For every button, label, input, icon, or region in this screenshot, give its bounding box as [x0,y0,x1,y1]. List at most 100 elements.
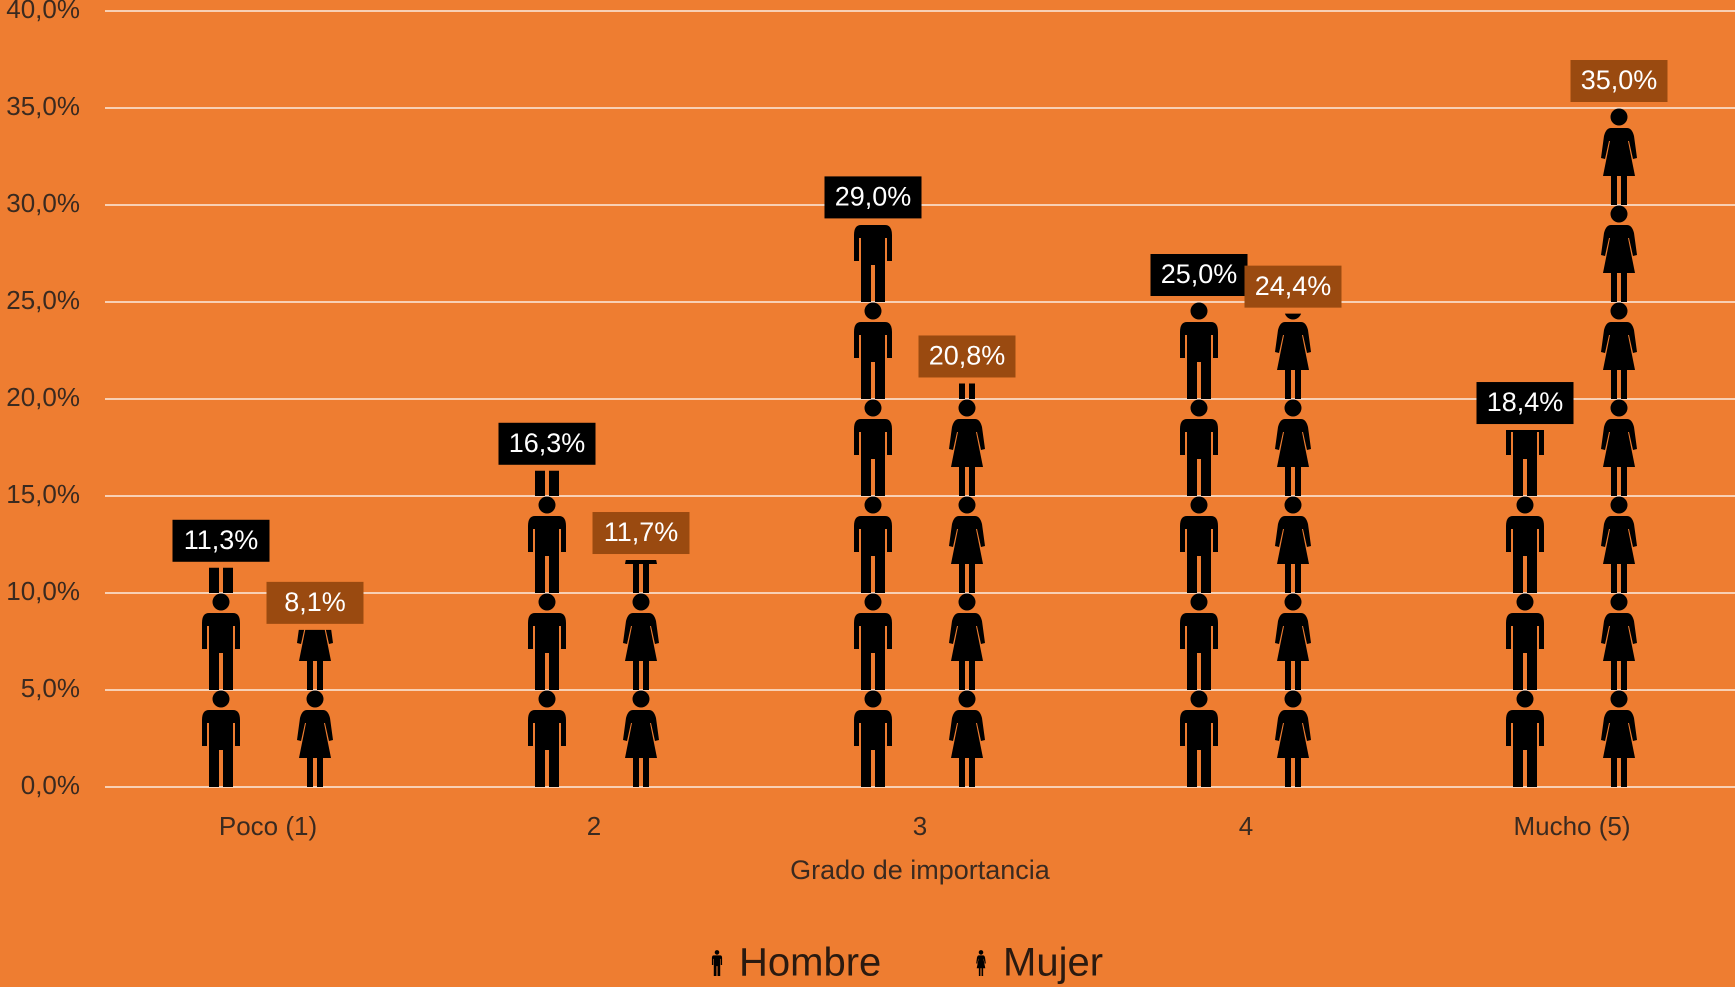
icon [528,496,566,593]
icon-head [714,950,720,955]
icon [1601,399,1637,496]
y-tick-label: 30,0% [6,188,80,218]
icon-body [854,516,892,593]
icon [297,690,333,787]
y-tick-label: 25,0% [6,285,80,315]
icon-body [1180,419,1218,496]
icon-body [1601,128,1637,205]
icon-body [1275,419,1311,496]
icon-body [1275,322,1311,399]
value-label-box [918,335,1016,378]
icon-body [209,567,233,593]
icon [1601,205,1637,302]
x-tick-label: Poco (1) [219,811,317,841]
icon [202,690,240,787]
icon-body [1275,710,1311,787]
value-label-box [592,512,690,555]
icon-head [958,399,976,417]
icon [1601,690,1637,787]
icon-head [538,496,556,514]
icon [949,399,985,496]
icon [949,690,985,787]
icon-body [1180,613,1218,690]
icon [1180,302,1218,399]
icon-head [864,496,882,514]
value-label-box [172,519,270,562]
icon-head [1284,399,1302,417]
icon-head [1610,108,1628,126]
icon-body [854,419,892,496]
icon-head [1610,205,1628,223]
icon-body [949,516,985,593]
bar [1506,430,1544,787]
x-tick-label: 3 [913,811,927,841]
icon-head [978,950,984,955]
bar [1601,108,1637,787]
icon [1275,593,1311,690]
icon-body [949,613,985,690]
icon-body [535,470,559,496]
icon-head [864,399,882,417]
icon-head [1516,593,1534,611]
icon-head [1610,399,1628,417]
y-tick-label: 35,0% [6,91,80,121]
bar [1275,313,1311,787]
value-label-box [1244,265,1342,308]
icon-head [864,593,882,611]
icon-body [711,955,723,976]
icon [1275,399,1311,496]
icon-body [976,955,986,976]
icon [1506,430,1544,496]
value-label: 11,3% [184,525,259,555]
icon-head [538,690,556,708]
icon-head [1284,496,1302,514]
x-tick-label: 4 [1239,811,1253,841]
icon-head [1610,690,1628,708]
icon-body [1506,710,1544,787]
icon-head [1190,399,1208,417]
icon-head [864,302,882,320]
value-label-box [824,176,922,219]
icon-head [1610,496,1628,514]
icon-body [623,613,659,690]
icon-body [949,710,985,787]
icon [1180,593,1218,690]
icon-head [1610,593,1628,611]
icon [623,690,659,787]
icon-head [632,690,650,708]
icon-body [1601,225,1637,302]
bar [623,560,659,787]
icon-body [854,225,892,302]
value-label: 24,4% [1255,271,1332,301]
icon-body [1601,322,1637,399]
x-tick-label: Mucho (5) [1513,811,1630,841]
x-tick-label: 2 [587,811,601,841]
icon-body [297,710,333,787]
icon-body [1601,613,1637,690]
icon-body [1506,613,1544,690]
icon-body [1180,516,1218,593]
value-label-box [266,581,364,624]
bar [1180,302,1218,787]
icon-head [958,593,976,611]
icon [1180,496,1218,593]
icon [854,496,892,593]
bar [854,225,892,787]
icon [1275,313,1311,399]
icon [1506,690,1544,787]
icon-head [1516,496,1534,514]
legend-label: Mujer [1003,941,1103,985]
icon-head [1190,302,1208,320]
icon [1275,496,1311,593]
icon [959,383,975,399]
value-label: 18,4% [1487,387,1564,417]
icon-body [1601,710,1637,787]
icon [528,690,566,787]
icon-body [528,516,566,593]
icon-body [202,613,240,690]
icon-body [528,710,566,787]
y-tick-label: 15,0% [6,479,80,509]
icon-body [854,322,892,399]
icon [1180,690,1218,787]
